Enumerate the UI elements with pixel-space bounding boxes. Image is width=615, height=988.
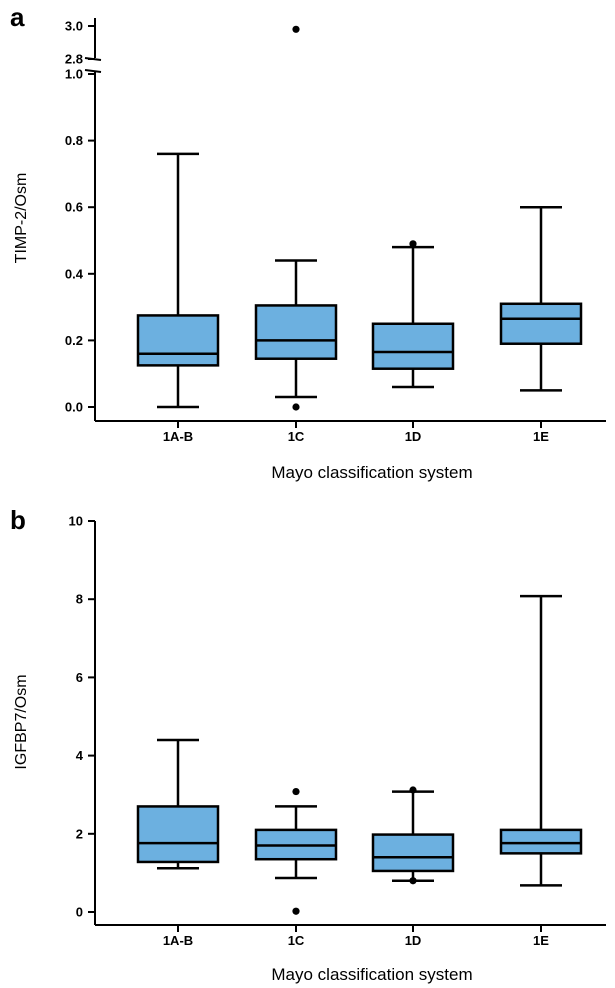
panel-b: b IGFBP7/Osm Mayo classification system … xyxy=(10,505,606,984)
y-tick-label: 3.0 xyxy=(65,19,83,34)
panel-a-y-axis-title: TIMP-2/Osm xyxy=(13,173,30,264)
iqr-box xyxy=(136,805,220,864)
y-tick-label: 4 xyxy=(76,748,84,763)
outlier-point xyxy=(292,787,300,796)
panel-b-y-axis-title: IGFBP7/Osm xyxy=(13,674,30,769)
y-tick-label: 2 xyxy=(76,826,83,841)
iqr-box xyxy=(371,833,455,873)
panel-a-x-axis-title: Mayo classification system xyxy=(271,463,472,482)
box-1A-B xyxy=(136,738,220,870)
y-tick-label: 10 xyxy=(69,514,83,529)
y-tick-label: 6 xyxy=(76,670,83,685)
panel-a-y-ticks: 0.0 0.2 0.4 0.6 0.8 1.02.8 3.0 xyxy=(65,19,95,415)
outlier-point xyxy=(292,25,300,33)
x-tick-label: 1D xyxy=(405,933,422,948)
y-tick-label: 0.6 xyxy=(65,200,83,215)
panel-a: a TIMP-2/Osm Mayo classification system … xyxy=(10,2,606,482)
panel-b-x-axis-title: Mayo classification system xyxy=(271,965,472,984)
y-tick-label: 0 xyxy=(76,905,83,920)
iqr-box xyxy=(371,322,455,370)
outlier-point xyxy=(409,877,417,885)
iqr-box xyxy=(254,304,338,360)
panel-b-boxes xyxy=(136,594,583,915)
y-tick-label: 0.2 xyxy=(65,333,83,348)
y-tick-label: 0.4 xyxy=(65,266,84,281)
y-tick-label: 0.8 xyxy=(65,133,83,148)
x-tick-label: 1E xyxy=(533,933,549,948)
iqr-box xyxy=(499,302,583,345)
panel-b-x-ticks: 1A-B 1C 1D 1E xyxy=(163,925,549,948)
y-tick-label: 2.8 xyxy=(65,52,83,67)
box-1E xyxy=(499,205,583,392)
box-1D xyxy=(371,240,455,389)
y-tick-label: 1.0 xyxy=(65,67,83,82)
panel-b-letter: b xyxy=(10,505,26,535)
y-tick-label: 8 xyxy=(76,592,83,607)
panel-b-y-ticks: 0 2 4 6 8 10 xyxy=(69,514,95,920)
iqr-box xyxy=(136,314,220,367)
x-tick-label: 1A-B xyxy=(163,429,193,444)
box-1D xyxy=(371,786,455,885)
y-tick-label: 0.0 xyxy=(65,400,83,415)
box-1A-B xyxy=(136,152,220,409)
outlier-point xyxy=(409,240,417,248)
box-1E xyxy=(499,594,583,887)
x-tick-label: 1D xyxy=(405,429,422,444)
x-tick-label: 1A-B xyxy=(163,933,193,948)
outlier-point xyxy=(292,403,300,411)
x-tick-label: 1E xyxy=(533,429,549,444)
x-tick-label: 1C xyxy=(288,429,305,444)
box-1C xyxy=(254,25,338,411)
box-1C xyxy=(254,787,338,915)
outlier-point xyxy=(409,786,417,794)
panel-a-x-ticks: 1A-B 1C 1D 1E xyxy=(163,421,549,444)
panel-a-letter: a xyxy=(10,2,25,32)
panel-a-axis-break-bottom xyxy=(84,69,102,73)
panel-a-boxes xyxy=(136,25,583,411)
x-tick-label: 1C xyxy=(288,933,305,948)
iqr-box xyxy=(499,828,583,855)
outlier-point xyxy=(292,907,300,915)
